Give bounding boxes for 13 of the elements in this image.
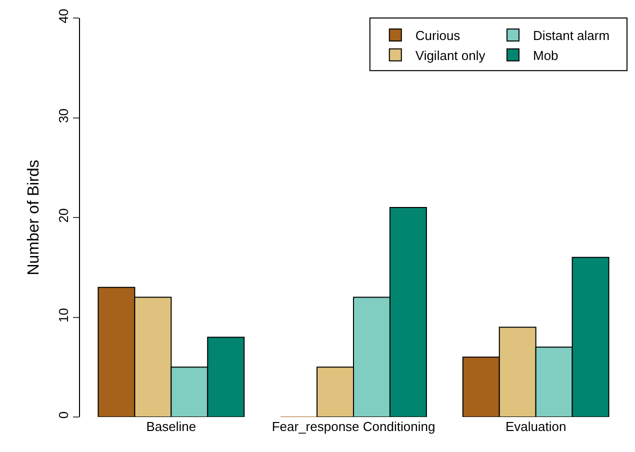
x-tick-label: Baseline — [146, 419, 196, 434]
x-tick-label: Evaluation — [505, 419, 566, 434]
y-tick-label: 10 — [56, 308, 71, 323]
y-tick-label: 0 — [56, 411, 71, 419]
legend-label: Distant alarm — [532, 28, 610, 44]
y-tick-label: 20 — [56, 208, 71, 223]
y-tick-label: 40 — [56, 8, 71, 24]
legend-label: Curious — [415, 28, 461, 44]
x-tick-label: Fear_response Conditioning — [272, 419, 436, 434]
legend-label: Mob — [532, 48, 558, 63]
y-axis-title: Number of Birds — [26, 160, 43, 276]
y-tick-label: 30 — [56, 108, 71, 124]
legend-label: Vigilant only — [415, 48, 486, 63]
